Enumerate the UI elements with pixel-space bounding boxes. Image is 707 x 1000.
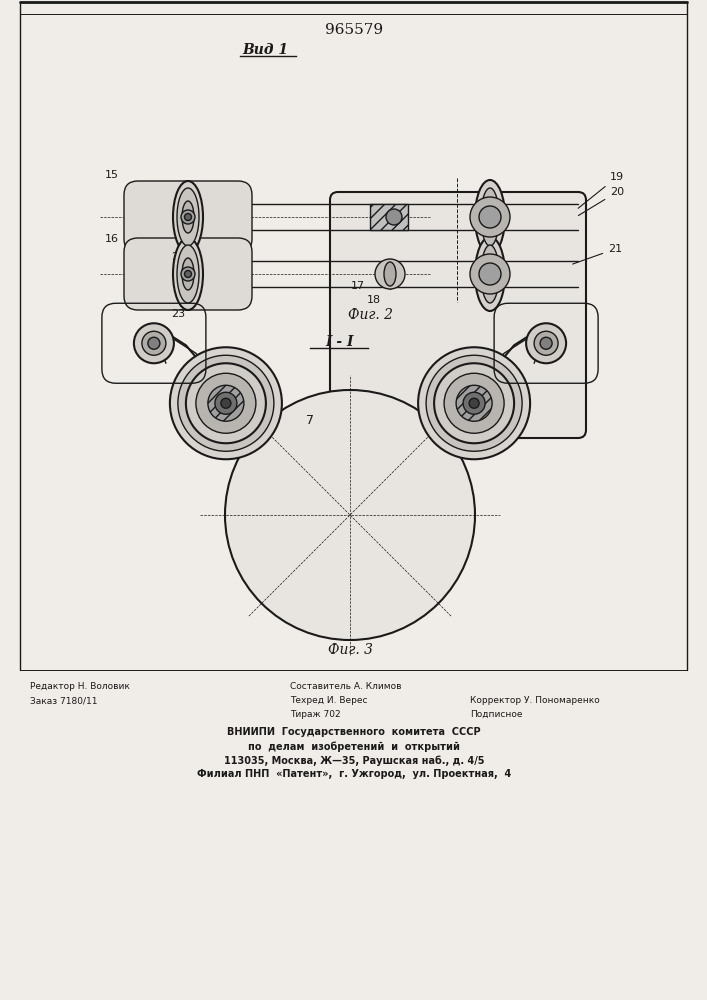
Text: 16: 16 [105,234,119,244]
Circle shape [386,209,402,225]
Circle shape [142,331,166,355]
Text: 15: 15 [105,170,119,180]
Circle shape [479,206,501,228]
Text: 9: 9 [479,428,486,438]
Circle shape [215,392,237,414]
Text: Фиг. 2: Фиг. 2 [348,308,392,322]
Circle shape [225,390,475,640]
Text: 8: 8 [462,360,469,370]
Circle shape [178,355,274,451]
Text: Фиг. 3: Фиг. 3 [327,643,373,657]
Circle shape [434,363,514,443]
Text: I - I: I - I [326,335,354,349]
Text: Филиал ПНП  «Патент»,  г. Ужгород,  ул. Проектная,  4: Филиал ПНП «Патент», г. Ужгород, ул. Про… [197,769,511,779]
Circle shape [196,373,256,433]
Circle shape [208,385,244,421]
Circle shape [470,254,510,294]
Circle shape [470,197,510,237]
Text: 22: 22 [171,252,185,262]
Circle shape [479,263,501,285]
Circle shape [181,210,195,224]
Ellipse shape [173,238,203,310]
FancyBboxPatch shape [124,238,252,310]
Circle shape [170,347,282,459]
Circle shape [526,323,566,363]
Circle shape [375,259,405,289]
Text: 17: 17 [351,281,365,291]
Circle shape [426,355,522,451]
Circle shape [469,398,479,408]
Text: 18: 18 [367,295,381,305]
Text: 23: 23 [171,309,185,319]
Ellipse shape [481,245,499,303]
Text: Редактор Н. Воловик: Редактор Н. Воловик [30,682,130,691]
Text: 113035, Москва, Ж—35, Раушская наб., д. 4/5: 113035, Москва, Ж—35, Раушская наб., д. … [223,755,484,766]
Circle shape [186,363,266,443]
Circle shape [463,392,485,414]
Text: 8: 8 [230,360,238,370]
Text: Вид 1: Вид 1 [242,43,288,57]
Ellipse shape [475,237,505,311]
Circle shape [534,331,558,355]
Text: 2: 2 [494,414,502,424]
Circle shape [181,267,195,281]
Ellipse shape [182,258,194,290]
Bar [370,204,408,230]
Ellipse shape [173,181,203,253]
Text: Подписное: Подписное [470,710,522,719]
Circle shape [185,270,192,277]
Ellipse shape [481,188,499,246]
Text: 965579: 965579 [325,23,383,37]
Text: 19: 19 [578,172,624,208]
Text: по  делам  изобретений  и  открытий: по делам изобретений и открытий [248,741,460,752]
Ellipse shape [177,188,199,246]
Ellipse shape [177,245,199,303]
Ellipse shape [384,262,396,286]
Text: Тираж 702: Тираж 702 [290,710,341,719]
Text: 10: 10 [195,414,209,424]
Text: Корректор У. Пономаренко: Корректор У. Пономаренко [470,696,600,705]
Circle shape [456,385,492,421]
Text: ВНИИПИ  Государственного  комитета  СССР: ВНИИПИ Государственного комитета СССР [227,727,481,737]
Circle shape [540,337,552,349]
Circle shape [148,337,160,349]
FancyBboxPatch shape [330,192,586,438]
Text: Техред И. Верес: Техред И. Верес [290,696,368,705]
Text: Заказ 7180/11: Заказ 7180/11 [30,696,98,705]
Text: 21: 21 [573,244,622,264]
Circle shape [221,398,231,408]
Text: 20: 20 [578,187,624,216]
Circle shape [134,323,174,363]
Text: Составитель А. Климов: Составитель А. Климов [290,682,402,691]
Text: 7: 7 [306,414,314,426]
Circle shape [444,373,504,433]
FancyBboxPatch shape [124,181,252,253]
Circle shape [185,214,192,221]
Ellipse shape [182,201,194,233]
Text: 6: 6 [214,428,221,438]
Ellipse shape [475,180,505,254]
Circle shape [418,347,530,459]
